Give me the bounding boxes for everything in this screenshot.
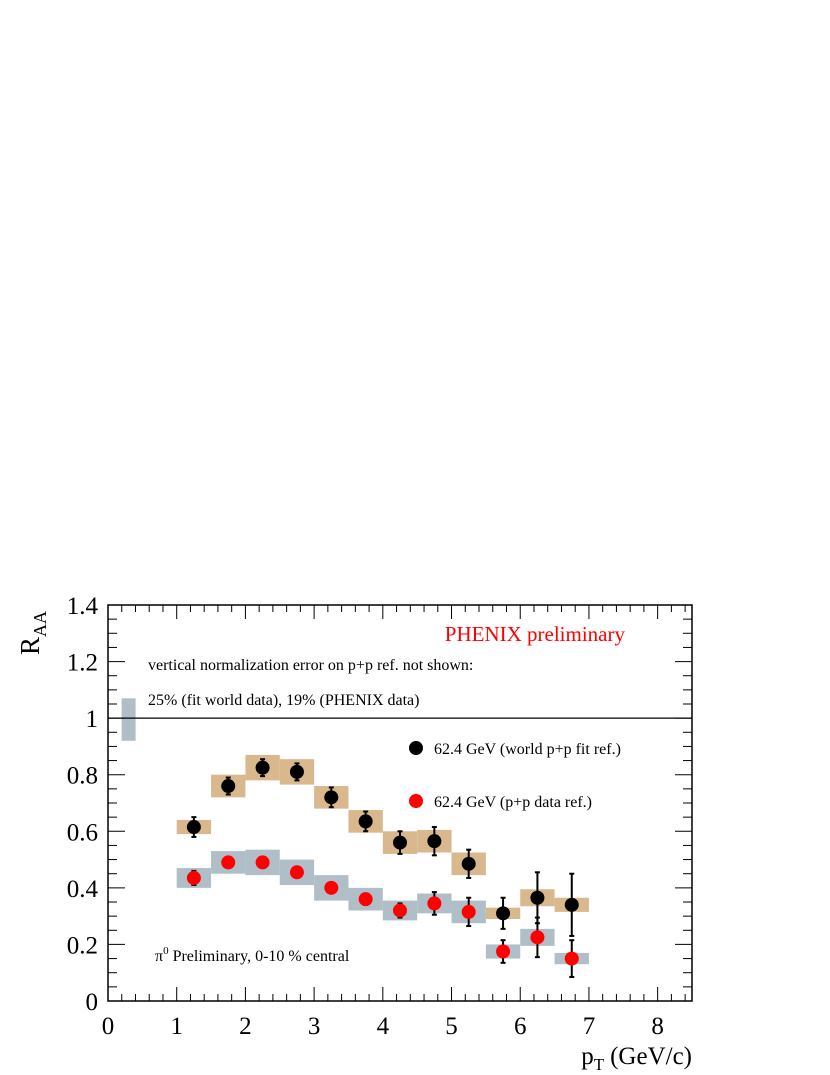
x-tick-label-6: 6 xyxy=(514,1013,527,1040)
data-point-series-0-4 xyxy=(324,790,339,805)
y-tick-label-0.8: 0.8 xyxy=(67,763,98,790)
data-point-series-1-10 xyxy=(530,930,545,945)
data-point-series-0-1 xyxy=(221,779,236,794)
centrality-text: Preliminary, 0-10 % central xyxy=(169,948,350,965)
centrality-symbol: π xyxy=(155,948,163,965)
data-point-series-1-3 xyxy=(289,865,304,880)
data-point-series-1-5 xyxy=(358,892,373,907)
y-tick-label-0: 0 xyxy=(86,989,99,1016)
data-point-series-0-3 xyxy=(289,764,304,779)
y-tick-label-1.2: 1.2 xyxy=(67,650,98,677)
data-point-series-1-6 xyxy=(393,903,407,918)
centrality-superscript: 0 xyxy=(163,945,169,957)
legend: 62.4 GeV (world p+p fit ref.) 62.4 GeV (… xyxy=(409,741,621,811)
centrality-label: π0 Preliminary, 0-10 % central xyxy=(155,945,350,965)
normalization-error-box xyxy=(121,698,136,741)
y-axis-title: RAA xyxy=(15,611,50,655)
data-points xyxy=(186,758,579,978)
data-point-series-1-0 xyxy=(186,870,201,885)
x-tick-label-4: 4 xyxy=(377,1013,390,1040)
data-point-series-0-8 xyxy=(461,856,476,871)
y-axis-title-sub: AA xyxy=(30,611,50,637)
legend-marker-world-fit xyxy=(409,741,423,755)
data-point-series-1-7 xyxy=(427,896,442,911)
data-point-series-1-4 xyxy=(324,880,339,895)
x-axis-title-unit: (GeV/c) xyxy=(610,1043,692,1070)
y-tick-label-0.6: 0.6 xyxy=(67,819,98,846)
x-tick-label-3: 3 xyxy=(308,1013,321,1040)
data-point-series-0-10 xyxy=(530,890,545,905)
x-axis-title-main: p xyxy=(581,1043,594,1070)
y-tick-label-0.4: 0.4 xyxy=(67,876,99,903)
data-point-series-0-9 xyxy=(496,906,511,921)
x-tick-label-0: 0 xyxy=(102,1013,115,1040)
x-tick-label-8: 8 xyxy=(651,1013,664,1040)
y-tick-label-0.2: 0.2 xyxy=(67,932,98,959)
x-tick-label-7: 7 xyxy=(583,1013,596,1040)
data-point-series-0-2 xyxy=(255,760,270,775)
legend-label-world-fit: 62.4 GeV (world p+p fit ref.) xyxy=(434,741,621,758)
y-axis-title-main: R xyxy=(15,637,45,655)
data-point-series-1-8 xyxy=(461,904,476,919)
x-tick-label-5: 5 xyxy=(445,1013,458,1040)
data-point-series-0-5 xyxy=(358,814,373,829)
data-point-series-0-0 xyxy=(186,820,201,835)
legend-label-pp-data: 62.4 GeV (p+p data ref.) xyxy=(434,794,592,811)
x-tick-label-1: 1 xyxy=(170,1013,183,1040)
data-point-series-1-9 xyxy=(496,944,511,959)
legend-marker-pp-data xyxy=(409,794,423,808)
y-tick-label-1: 1 xyxy=(86,706,99,733)
systematic-error-boxes xyxy=(176,754,589,965)
x-axis-title-sub: T xyxy=(594,1055,605,1074)
x-axis-title: pT (GeV/c) xyxy=(581,1043,692,1074)
y-tick-label-1.4: 1.4 xyxy=(67,593,99,620)
x-tick-label-2: 2 xyxy=(239,1013,252,1040)
chart-title: PHENIX preliminary xyxy=(445,622,626,646)
data-point-series-1-2 xyxy=(255,855,270,870)
reference-line-layer xyxy=(108,698,692,741)
data-point-series-0-7 xyxy=(427,834,442,849)
axes: 0 1 2 3 4 5 6 7 8 0 0.2 0.4 0.6 0.8 1 1.2 1.4 xyxy=(67,593,693,1040)
data-point-series-0-6 xyxy=(393,835,407,850)
normalization-note-line1: vertical normalization error on p+p ref.… xyxy=(148,657,473,674)
data-point-series-1-11 xyxy=(564,951,579,966)
normalization-note-line2: 25% (fit world data), 19% (PHENIX data) xyxy=(148,692,419,709)
data-point-series-0-11 xyxy=(564,897,579,912)
data-point-series-1-1 xyxy=(221,855,236,870)
